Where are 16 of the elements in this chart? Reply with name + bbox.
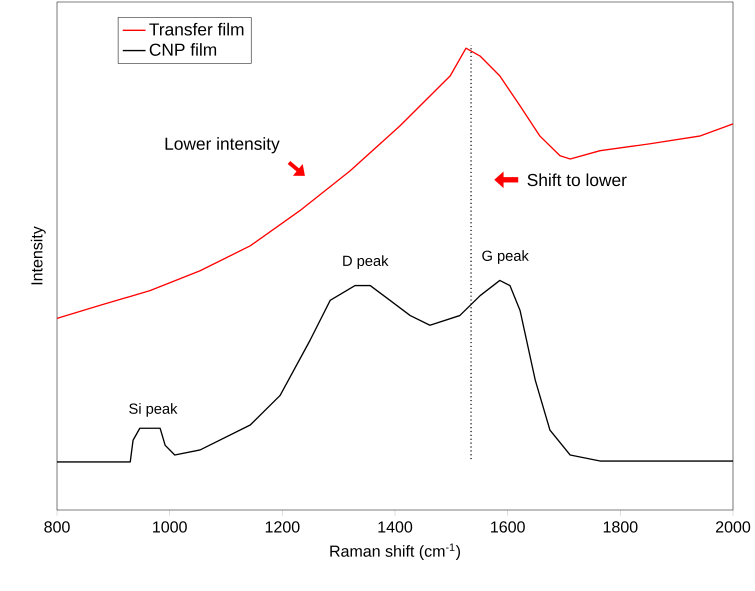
x-tick-label: 1000 — [153, 521, 187, 533]
annotation: D peak — [343, 255, 388, 269]
y-axis-title: Intensity — [30, 226, 46, 284]
x-tick-label: 1600 — [491, 521, 525, 533]
x-axis-title: Raman shift (cm$^{-1}$) — [330, 544, 460, 560]
x-tick-label: 2000 — [716, 521, 750, 533]
x-tick-label: 1800 — [604, 521, 638, 533]
annotation: Si peak — [129, 403, 178, 417]
x-tick-label: 800 — [44, 521, 70, 533]
annotation: Lower intensity — [166, 137, 280, 154]
x-tick-label: 1200 — [266, 521, 300, 533]
legend-label: CNP film — [150, 43, 216, 56]
annotation: Shift to lower — [528, 173, 627, 186]
legend-label: Transfer film — [149, 22, 244, 36]
x-tick-label: 1400 — [378, 521, 412, 533]
annotation: G peak — [482, 250, 529, 264]
